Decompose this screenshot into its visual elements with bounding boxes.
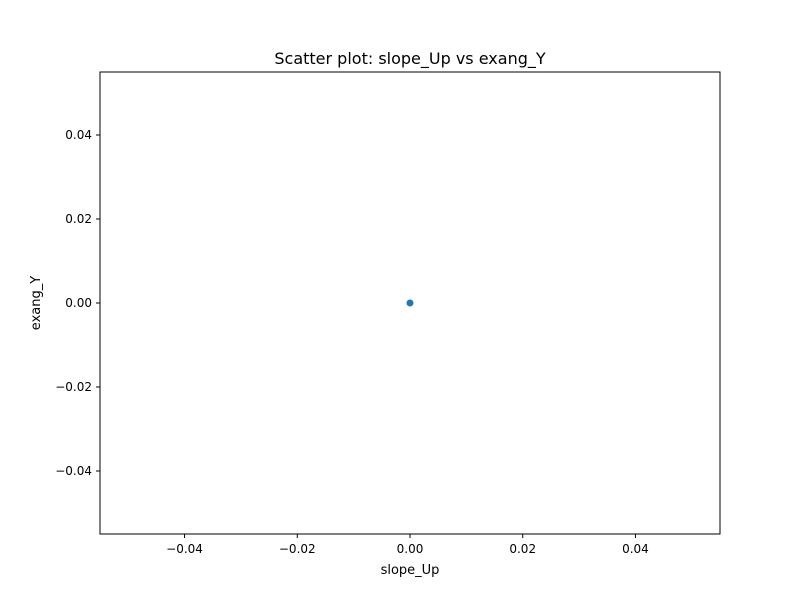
x-tick-label: 0.02 (509, 542, 536, 556)
chart-title: Scatter plot: slope_Up vs exang_Y (274, 49, 546, 69)
x-axis: −0.04 −0.02 0.00 0.02 0.04 (166, 534, 649, 556)
y-axis-label: exang_Y (29, 276, 44, 330)
y-tick-label: 0.00 (65, 296, 92, 310)
scatter-point (406, 299, 414, 307)
x-tick-label: −0.02 (279, 542, 316, 556)
series-layer (406, 299, 414, 307)
y-tick-label: 0.02 (65, 212, 92, 226)
y-axis: 0.04 0.02 0.00 −0.02 −0.04 (55, 128, 100, 478)
x-tick-label: −0.04 (166, 542, 203, 556)
x-tick-label: 0.04 (622, 542, 649, 556)
y-tick-label: −0.02 (55, 380, 92, 394)
y-tick-label: 0.04 (65, 128, 92, 142)
x-tick-label: 0.00 (397, 542, 424, 556)
x-axis-label: slope_Up (381, 563, 440, 578)
y-tick-label: −0.04 (55, 464, 92, 478)
